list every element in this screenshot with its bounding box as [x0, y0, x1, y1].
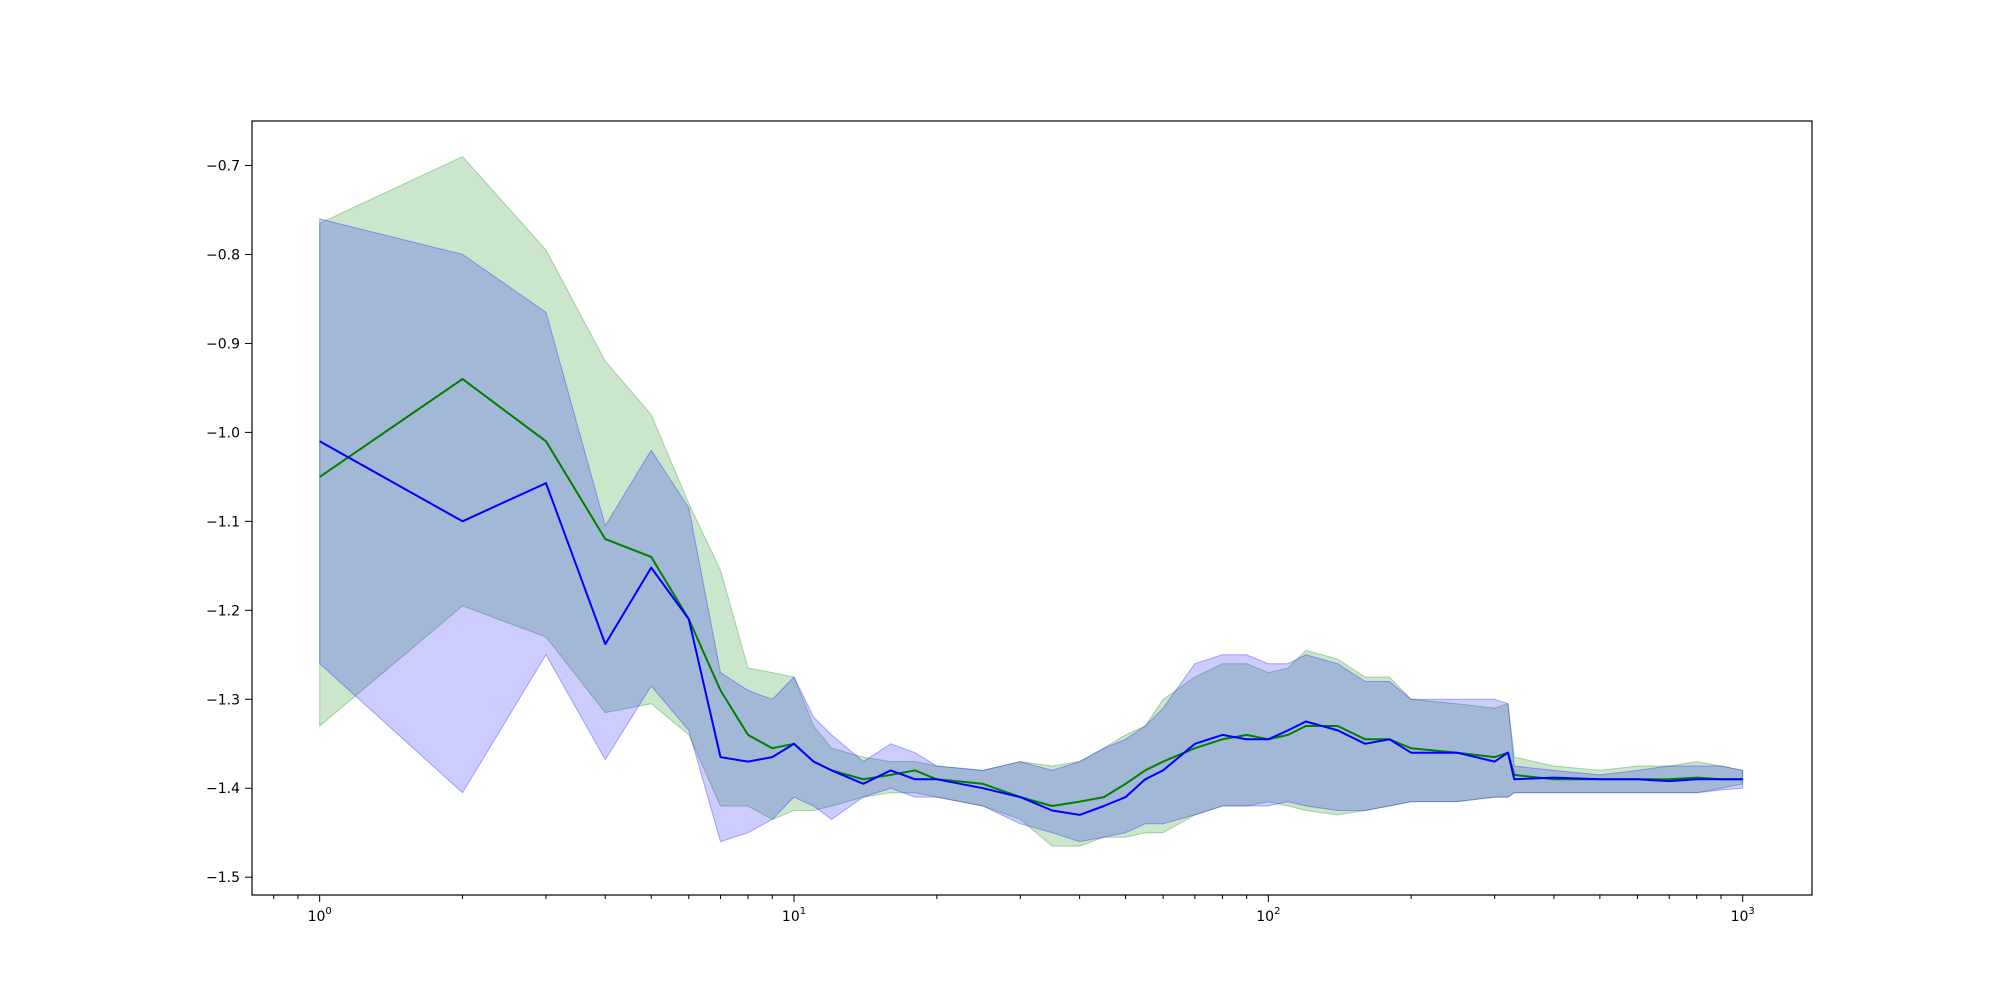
series-lines: [319, 378, 1743, 816]
y-tick-label: −1.5: [206, 870, 240, 886]
y-tick-label: −1.4: [206, 781, 240, 797]
y-tick-label: −1.3: [206, 692, 240, 708]
y-tick-label: −0.7: [206, 158, 240, 174]
x-tick-label: 102: [1256, 906, 1280, 925]
x-tick-label: 103: [1731, 906, 1755, 925]
y-tick-label: −1.1: [206, 514, 240, 530]
confidence-bands: [319, 155, 1744, 847]
y-axis: −0.7 −0.8 −0.9 −1.0 −1.1 −1.2 −1.3 −1.4 −1.5: [206, 158, 252, 886]
x-tick-label: 100: [308, 906, 332, 925]
x-axis: 100 101 102 103: [273, 895, 1755, 925]
x-tick-label: 101: [782, 906, 806, 925]
y-tick-label: −0.8: [206, 247, 240, 263]
plot-frame: [251, 120, 1813, 896]
series-0-band: [319, 155, 1744, 847]
y-tick-label: −0.9: [206, 336, 240, 352]
y-tick-label: −1.0: [206, 425, 240, 441]
series-1-line: [319, 440, 1743, 816]
y-tick-label: −1.2: [206, 603, 240, 619]
series-1-band: [319, 218, 1744, 843]
